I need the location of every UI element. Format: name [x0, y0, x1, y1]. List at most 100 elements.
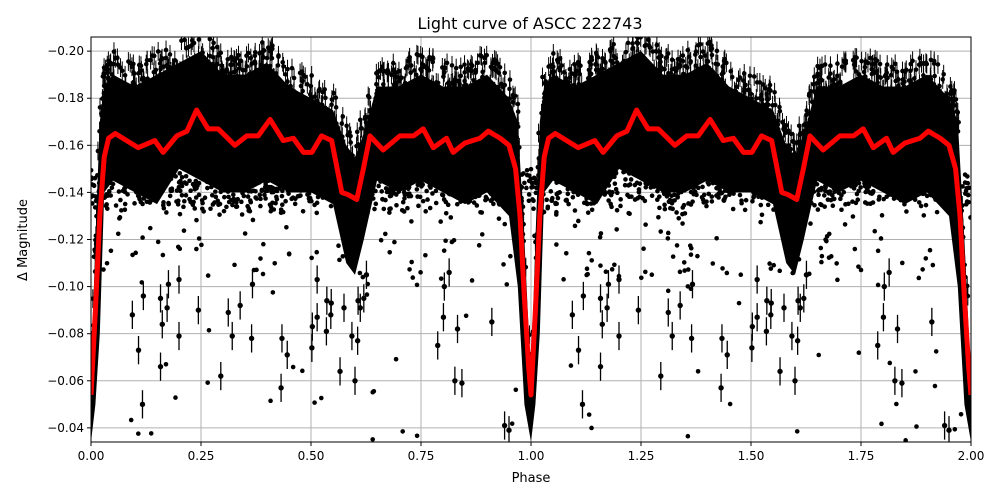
data-point	[611, 41, 616, 47]
data-point	[427, 173, 432, 178]
data-point	[694, 82, 700, 88]
data-point	[656, 175, 661, 181]
data-point	[548, 78, 553, 84]
data-point	[114, 172, 119, 177]
data-point	[604, 305, 610, 311]
data-point	[124, 91, 129, 96]
data-point	[921, 97, 926, 103]
data-point	[843, 58, 849, 64]
data-point	[144, 58, 150, 63]
data-point	[616, 333, 622, 339]
data-point	[247, 208, 253, 214]
data-point	[748, 184, 754, 189]
data-point	[611, 72, 617, 77]
data-point	[941, 422, 948, 429]
data-point	[312, 400, 317, 405]
data-point	[509, 208, 514, 213]
data-point	[626, 171, 632, 176]
data-point	[955, 129, 961, 134]
data-point	[942, 182, 948, 188]
data-point	[657, 205, 662, 211]
data-point	[694, 169, 699, 175]
data-point	[103, 87, 109, 92]
data-point	[405, 92, 411, 98]
data-point	[682, 268, 687, 273]
data-point	[727, 172, 733, 178]
x-tick-label: 0.25	[188, 449, 215, 463]
data-point	[237, 66, 243, 71]
data-point	[611, 54, 617, 59]
data-point	[140, 293, 147, 299]
data-point	[236, 171, 242, 177]
data-point	[402, 196, 407, 201]
data-point	[767, 82, 773, 88]
data-point	[713, 174, 719, 180]
data-point	[934, 180, 940, 185]
data-point	[839, 207, 844, 213]
data-point	[632, 182, 638, 188]
data-point	[573, 70, 578, 75]
data-point	[443, 89, 448, 95]
data-point	[858, 185, 863, 190]
data-point	[931, 61, 937, 66]
data-point	[350, 165, 355, 171]
data-point	[643, 184, 649, 190]
data-point	[386, 87, 391, 92]
data-point	[584, 196, 589, 201]
data-point	[188, 43, 194, 48]
data-point	[283, 88, 289, 93]
data-point	[232, 184, 238, 189]
data-point	[728, 68, 734, 74]
data-point	[622, 182, 628, 188]
data-point	[381, 206, 387, 212]
data-point	[115, 177, 121, 182]
data-point	[573, 174, 579, 179]
data-point	[554, 57, 560, 63]
data-point	[928, 57, 934, 63]
data-point	[688, 252, 694, 257]
data-point	[613, 170, 619, 175]
data-point	[204, 179, 210, 185]
data-point	[783, 181, 789, 187]
data-point	[576, 218, 581, 224]
data-point	[173, 174, 178, 179]
data-point	[598, 67, 604, 73]
data-point	[488, 190, 494, 196]
data-point	[929, 319, 935, 325]
data-point	[751, 178, 757, 183]
data-point	[367, 114, 373, 119]
data-point	[579, 401, 586, 408]
observations-dense	[91, 37, 971, 442]
data-point	[210, 45, 215, 51]
data-point	[574, 93, 580, 99]
data-point	[771, 184, 777, 190]
data-point	[618, 74, 624, 79]
data-point	[269, 189, 275, 195]
data-point	[419, 184, 424, 189]
data-point	[701, 65, 706, 70]
data-point	[656, 214, 661, 220]
data-point	[122, 207, 128, 213]
data-point	[521, 171, 526, 176]
data-point	[677, 185, 683, 191]
data-point	[263, 179, 268, 185]
data-point	[821, 85, 827, 91]
data-point	[446, 191, 452, 196]
data-point	[668, 182, 673, 187]
data-point	[214, 61, 220, 67]
data-point	[607, 189, 612, 194]
data-point	[939, 198, 944, 204]
data-point	[447, 101, 452, 107]
data-point	[694, 192, 699, 198]
data-point	[501, 262, 506, 267]
data-point	[374, 81, 379, 87]
data-point	[808, 221, 813, 226]
data-point	[948, 96, 954, 101]
data-point	[766, 86, 772, 92]
data-point	[536, 156, 542, 161]
data-point	[751, 194, 756, 200]
data-point	[951, 199, 956, 205]
data-point	[363, 120, 369, 125]
data-point	[443, 238, 448, 244]
data-point	[842, 222, 848, 227]
